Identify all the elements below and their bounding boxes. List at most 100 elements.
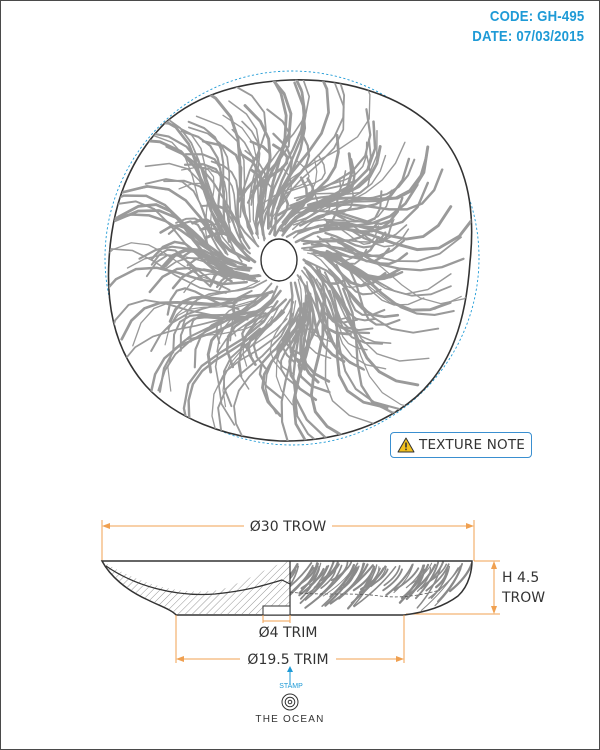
side-texture-stroke	[385, 563, 414, 597]
texture-stroke	[168, 295, 242, 323]
overall-diameter-label: Ø30 TROW	[250, 519, 327, 535]
texture-stroke	[332, 274, 377, 322]
texture-stroke	[233, 330, 288, 442]
side-texture-stroke	[290, 566, 315, 610]
texture-stroke	[281, 307, 301, 363]
texture-stroke	[159, 224, 211, 264]
texture-stroke	[175, 217, 226, 258]
texture-stroke	[214, 295, 277, 386]
texture-stroke	[110, 213, 230, 261]
texture-stroke	[191, 82, 254, 235]
texture-stroke	[124, 186, 249, 260]
side-texture-stroke	[434, 567, 462, 607]
texture-stroke	[187, 120, 227, 213]
texture-note-label: TEXTURE NOTE	[419, 437, 526, 453]
texture-stroke	[158, 295, 265, 393]
texture-stroke	[138, 245, 253, 270]
texture-stroke	[276, 79, 346, 210]
texture-stroke	[108, 299, 238, 347]
texture-stroke	[324, 231, 387, 249]
side-texture-stroke	[352, 567, 376, 607]
foot-ring	[262, 605, 291, 616]
texture-stroke	[292, 281, 328, 440]
texture-stroke	[211, 305, 280, 441]
texture-stroke	[323, 254, 397, 281]
texture-stroke	[261, 315, 303, 418]
texture-stroke	[281, 120, 377, 237]
side-texture-stroke	[353, 566, 397, 608]
side-texture-stroke	[393, 563, 414, 594]
texture-stroke	[320, 288, 377, 425]
base-diameter-dimension: Ø19.5 TRIM	[175, 615, 405, 668]
texture-stroke	[280, 318, 308, 387]
bowl-top-view	[104, 70, 480, 446]
texture-stroke	[191, 218, 228, 255]
texture-stroke	[340, 241, 409, 266]
side-texture-stroke	[416, 567, 432, 592]
texture-stroke	[332, 255, 452, 312]
side-texture-stroke	[383, 565, 401, 587]
texture-stroke	[333, 291, 426, 412]
texture-stroke	[324, 252, 452, 297]
texture-stroke	[266, 79, 288, 230]
side-texture-stroke	[448, 562, 472, 593]
texture-stroke	[325, 205, 453, 241]
side-texture-stroke	[436, 562, 464, 603]
base-diameter-label: Ø19.5 TRIM	[247, 652, 328, 668]
texture-stroke	[273, 79, 371, 200]
side-texture-stroke	[329, 563, 356, 598]
side-texture-stroke	[306, 566, 337, 595]
texture-stroke	[149, 313, 250, 396]
texture-stroke	[323, 210, 399, 233]
stamp-pointer	[287, 666, 293, 684]
texture-stroke	[339, 224, 410, 248]
texture-note-button[interactable]: TEXTURE NOTE	[390, 432, 532, 458]
side-texture-stroke	[393, 567, 420, 591]
texture-stroke	[269, 79, 330, 217]
side-texture-stroke	[298, 562, 319, 595]
side-texture-stroke	[367, 566, 380, 586]
texture-stroke	[321, 275, 392, 345]
side-texture-stroke	[430, 565, 451, 599]
side-texture-stroke	[405, 568, 426, 601]
texture-stroke	[304, 154, 387, 221]
texture-stroke	[328, 289, 389, 410]
texture-stroke	[315, 272, 384, 345]
height-unit-label: TROW	[501, 590, 545, 606]
outer-dashed-outline	[104, 70, 480, 446]
inner-wave-line	[289, 589, 441, 598]
texture-stroke	[309, 247, 360, 262]
side-texture-stroke	[346, 565, 376, 610]
side-texture-stroke	[290, 562, 313, 599]
texture-stroke	[210, 160, 241, 228]
texture-stroke	[264, 322, 293, 415]
texture-stroke	[181, 248, 233, 271]
texture-stroke	[310, 252, 372, 289]
side-texture-stroke	[382, 568, 403, 592]
side-texture-stroke	[420, 561, 444, 590]
bowl-side-profile	[100, 560, 473, 616]
foot-diameter-label: Ø4 TRIM	[259, 625, 318, 641]
foot-diameter-dimension: Ø4 TRIM	[259, 615, 318, 641]
drain-hole	[260, 238, 298, 282]
ocean-logo-icon	[281, 693, 299, 711]
texture-stroke	[222, 316, 273, 408]
texture-stroke	[165, 145, 260, 248]
brand-name: THE OCEAN	[255, 714, 325, 725]
side-texture-stroke	[398, 564, 426, 604]
side-texture-stroke	[300, 562, 319, 584]
texture-stroke	[124, 134, 221, 244]
texture-stroke	[157, 299, 257, 392]
side-texture-stroke	[290, 563, 299, 594]
texture-stroke	[267, 79, 306, 212]
texture-stroke	[312, 251, 465, 272]
texture-stroke	[120, 300, 238, 341]
texture-stroke	[187, 327, 262, 421]
side-texture-stroke	[320, 567, 337, 590]
texture-stroke	[251, 79, 311, 198]
side-texture-stroke	[420, 567, 459, 612]
texture-stroke	[150, 248, 212, 288]
side-texture-stroke	[304, 567, 348, 609]
